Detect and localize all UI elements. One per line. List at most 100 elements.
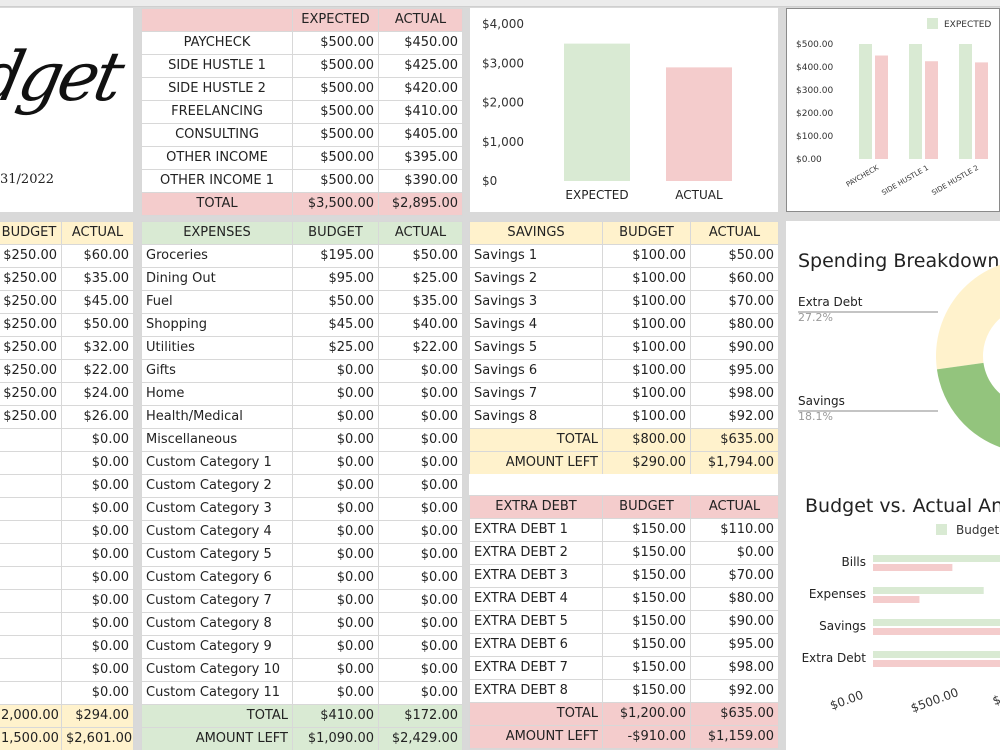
expenses-actual-cell[interactable]: $0.00 — [378, 451, 463, 475]
savings-actual-cell[interactable]: $80.00 — [690, 313, 779, 337]
extra-debt-actual-cell[interactable]: $110.00 — [690, 518, 779, 542]
income-source-cell[interactable]: SIDE HUSTLE 2 — [141, 77, 293, 101]
savings-name-cell[interactable]: Savings 3 — [469, 290, 603, 314]
expenses-actual-cell[interactable]: $0.00 — [378, 382, 463, 406]
bills-actual-cell[interactable]: $0.00 — [61, 520, 134, 544]
expenses-name-cell[interactable]: Custom Category 7 — [141, 589, 293, 613]
extra-debt-budget-cell[interactable]: $150.00 — [602, 587, 691, 611]
expenses-budget-cell[interactable]: $0.00 — [292, 497, 379, 521]
savings-budget-cell[interactable]: $100.00 — [602, 405, 691, 429]
expenses-actual-cell[interactable]: $0.00 — [378, 658, 463, 682]
expenses-actual-cell[interactable]: $0.00 — [378, 543, 463, 567]
extra-debt-name-cell[interactable]: EXTRA DEBT 6 — [469, 633, 603, 657]
expenses-left-budget[interactable]: $1,090.00 — [292, 727, 379, 750]
bills-actual-cell[interactable]: $0.00 — [61, 543, 134, 567]
income-expected-cell[interactable]: $500.00 — [292, 123, 379, 147]
expenses-budget-cell[interactable]: $0.00 — [292, 635, 379, 659]
bills-budget-cell[interactable]: $250.00 — [0, 336, 62, 360]
extra-debt-left-budget[interactable]: -$910.00 — [602, 725, 691, 749]
extra-debt-budget-cell[interactable]: $150.00 — [602, 518, 691, 542]
savings-actual-cell[interactable]: $50.00 — [690, 244, 779, 268]
expenses-name-cell[interactable]: Custom Category 4 — [141, 520, 293, 544]
expenses-name-cell[interactable]: Miscellaneous — [141, 428, 293, 452]
extra-debt-budget-cell[interactable]: $150.00 — [602, 541, 691, 565]
extra-debt-header-name[interactable]: EXTRA DEBT — [469, 495, 603, 519]
extra-debt-budget-cell[interactable]: $150.00 — [602, 633, 691, 657]
savings-budget-cell[interactable]: $100.00 — [602, 359, 691, 383]
savings-name-cell[interactable]: Savings 1 — [469, 244, 603, 268]
expenses-actual-cell[interactable]: $0.00 — [378, 566, 463, 590]
expenses-total-budget[interactable]: $410.00 — [292, 704, 379, 728]
income-source-cell[interactable]: FREELANCING — [141, 100, 293, 124]
bills-actual-cell[interactable]: $35.00 — [61, 267, 134, 291]
bills-budget-cell[interactable] — [0, 497, 62, 521]
extra-debt-name-cell[interactable]: EXTRA DEBT 3 — [469, 564, 603, 588]
bills-budget-cell[interactable] — [0, 566, 62, 590]
bills-header-actual[interactable]: ACTUAL — [61, 221, 134, 245]
expenses-budget-cell[interactable]: $0.00 — [292, 589, 379, 613]
bills-actual-cell[interactable]: $0.00 — [61, 428, 134, 452]
expenses-actual-cell[interactable]: $0.00 — [378, 589, 463, 613]
expenses-name-cell[interactable]: Custom Category 8 — [141, 612, 293, 636]
bills-budget-cell[interactable]: $250.00 — [0, 313, 62, 337]
savings-actual-cell[interactable]: $98.00 — [690, 382, 779, 406]
income-total-expected[interactable]: $3,500.00 — [292, 192, 379, 216]
expenses-name-cell[interactable]: Home — [141, 382, 293, 406]
bills-budget-cell[interactable]: $250.00 — [0, 267, 62, 291]
bills-actual-cell[interactable]: $0.00 — [61, 566, 134, 590]
income-source-cell[interactable]: SIDE HUSTLE 1 — [141, 54, 293, 78]
savings-header-actual[interactable]: ACTUAL — [690, 221, 779, 245]
expenses-actual-cell[interactable]: $0.00 — [378, 681, 463, 705]
bills-budget-cell[interactable] — [0, 612, 62, 636]
expenses-actual-cell[interactable]: $0.00 — [378, 612, 463, 636]
savings-budget-cell[interactable]: $100.00 — [602, 313, 691, 337]
bills-budget-cell[interactable]: $250.00 — [0, 244, 62, 268]
bills-budget-cell[interactable] — [0, 681, 62, 705]
savings-name-cell[interactable]: Savings 6 — [469, 359, 603, 383]
extra-debt-actual-cell[interactable]: $80.00 — [690, 587, 779, 611]
extra-debt-budget-cell[interactable]: $150.00 — [602, 679, 691, 703]
bills-actual-cell[interactable]: $0.00 — [61, 451, 134, 475]
extra-debt-name-cell[interactable]: EXTRA DEBT 4 — [469, 587, 603, 611]
savings-actual-cell[interactable]: $60.00 — [690, 267, 779, 291]
expenses-name-cell[interactable]: Fuel — [141, 290, 293, 314]
expenses-budget-cell[interactable]: $0.00 — [292, 520, 379, 544]
expenses-budget-cell[interactable]: $0.00 — [292, 658, 379, 682]
income-expected-cell[interactable]: $500.00 — [292, 77, 379, 101]
expenses-budget-cell[interactable]: $0.00 — [292, 474, 379, 498]
extra-debt-header-budget[interactable]: BUDGET — [602, 495, 691, 519]
expenses-header-actual[interactable]: ACTUAL — [378, 221, 463, 245]
income-actual-cell[interactable]: $395.00 — [378, 146, 463, 170]
extra-debt-total-budget[interactable]: $1,200.00 — [602, 702, 691, 726]
savings-actual-cell[interactable]: $92.00 — [690, 405, 779, 429]
extra-debt-actual-cell[interactable]: $0.00 — [690, 541, 779, 565]
expenses-name-cell[interactable]: Gifts — [141, 359, 293, 383]
expenses-left-actual[interactable]: $2,429.00 — [378, 727, 463, 750]
bills-actual-cell[interactable]: $45.00 — [61, 290, 134, 314]
savings-name-cell[interactable]: Savings 8 — [469, 405, 603, 429]
expenses-actual-cell[interactable]: $25.00 — [378, 267, 463, 291]
extra-debt-budget-cell[interactable]: $150.00 — [602, 610, 691, 634]
extra-debt-left-actual[interactable]: $1,159.00 — [690, 725, 779, 749]
expenses-name-cell[interactable]: Custom Category 11 — [141, 681, 293, 705]
bills-budget-cell[interactable] — [0, 589, 62, 613]
income-actual-cell[interactable]: $420.00 — [378, 77, 463, 101]
expenses-budget-cell[interactable]: $50.00 — [292, 290, 379, 314]
extra-debt-total-actual[interactable]: $635.00 — [690, 702, 779, 726]
bills-budget-cell[interactable] — [0, 635, 62, 659]
income-source-cell[interactable]: PAYCHECK — [141, 31, 293, 55]
savings-budget-cell[interactable]: $100.00 — [602, 382, 691, 406]
bills-actual-cell[interactable]: $22.00 — [61, 359, 134, 383]
savings-total-budget[interactable]: $800.00 — [602, 428, 691, 452]
savings-budget-cell[interactable]: $100.00 — [602, 290, 691, 314]
expenses-name-cell[interactable]: Custom Category 1 — [141, 451, 293, 475]
extra-debt-actual-cell[interactable]: $98.00 — [690, 656, 779, 680]
income-expected-cell[interactable]: $500.00 — [292, 100, 379, 124]
expenses-actual-cell[interactable]: $22.00 — [378, 336, 463, 360]
savings-name-cell[interactable]: Savings 2 — [469, 267, 603, 291]
expenses-actual-cell[interactable]: $0.00 — [378, 428, 463, 452]
expenses-name-cell[interactable]: Custom Category 6 — [141, 566, 293, 590]
savings-header-name[interactable]: SAVINGS — [469, 221, 603, 245]
bills-actual-cell[interactable]: $0.00 — [61, 681, 134, 705]
expenses-actual-cell[interactable]: $0.00 — [378, 359, 463, 383]
